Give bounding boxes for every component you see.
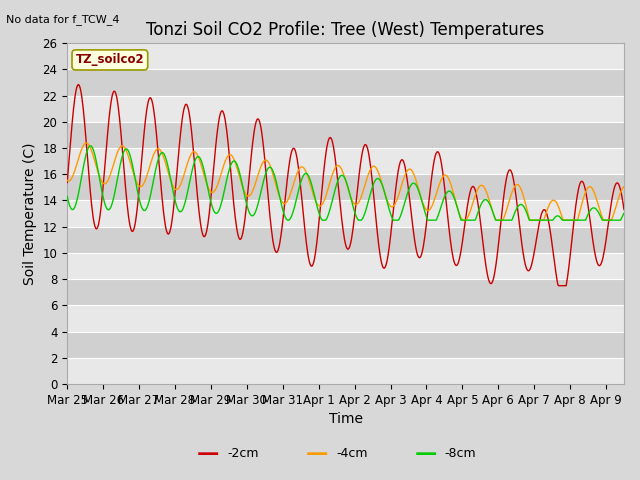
Text: —: — (306, 444, 328, 464)
Bar (67, 332, 624, 358)
Text: —: — (415, 444, 436, 464)
Bar (67, 305, 624, 332)
Text: —: — (197, 444, 219, 464)
Bar (67, 253, 624, 279)
Text: -2cm: -2cm (227, 447, 259, 460)
Bar (67, 43, 624, 70)
Bar (67, 96, 624, 122)
Bar (67, 227, 624, 253)
Bar (67, 122, 624, 148)
X-axis label: Time: Time (328, 412, 363, 426)
Bar (67, 358, 624, 384)
Bar (67, 174, 624, 201)
Bar (67, 148, 624, 174)
Text: -8cm: -8cm (445, 447, 476, 460)
Text: No data for f_TCW_4: No data for f_TCW_4 (6, 14, 120, 25)
Y-axis label: Soil Temperature (C): Soil Temperature (C) (23, 143, 37, 285)
Bar (67, 201, 624, 227)
Text: TZ_soilco2: TZ_soilco2 (76, 53, 144, 66)
Bar (67, 279, 624, 305)
Text: -4cm: -4cm (336, 447, 367, 460)
Bar (67, 70, 624, 96)
Title: Tonzi Soil CO2 Profile: Tree (West) Temperatures: Tonzi Soil CO2 Profile: Tree (West) Temp… (147, 21, 545, 39)
